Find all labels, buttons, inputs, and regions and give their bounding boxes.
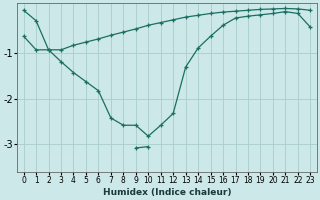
X-axis label: Humidex (Indice chaleur): Humidex (Indice chaleur) <box>103 188 231 197</box>
